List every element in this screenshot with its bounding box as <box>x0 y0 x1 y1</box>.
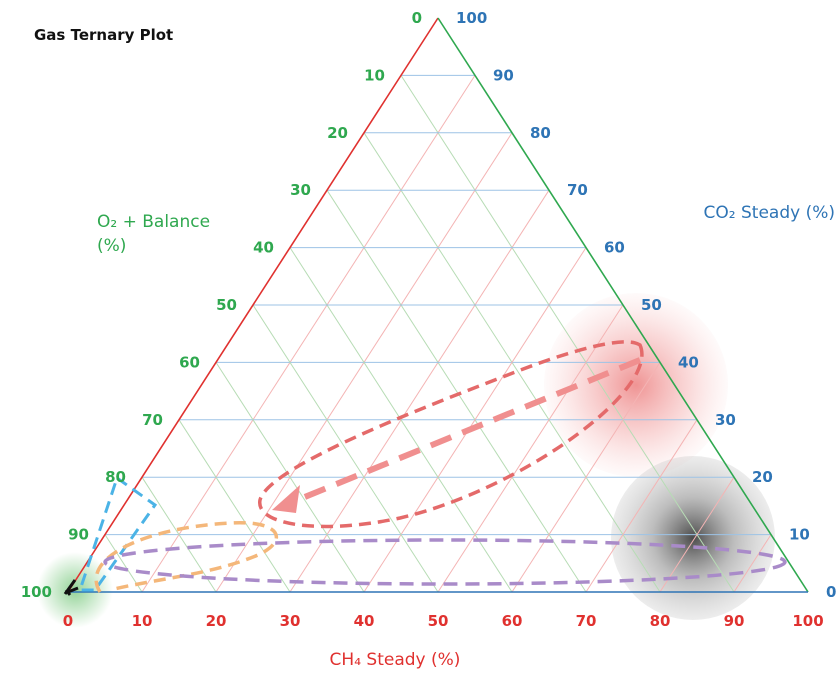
left-tick-label: 100 <box>21 583 52 601</box>
grid-line-o2 <box>400 75 735 593</box>
red-loop-outline <box>258 340 644 529</box>
right-tick-label: 50 <box>641 296 662 314</box>
bottom-tick-label: 50 <box>428 612 449 630</box>
bottom-tick-label: 70 <box>576 612 597 630</box>
grid-line-ch4 <box>659 476 735 593</box>
right-tick-label: 40 <box>678 353 699 371</box>
bottom-axis-title: CH₄ Steady (%) <box>330 650 461 670</box>
left-tick-label: 60 <box>179 353 200 371</box>
left-edge <box>67 17 439 593</box>
left-tick-label: 20 <box>327 124 348 142</box>
grid-line-ch4 <box>289 189 550 593</box>
region-outlines <box>63 340 787 596</box>
right-axis-title: CO₂ Steady (%) <box>704 203 835 223</box>
grid-line-ch4 <box>585 419 698 593</box>
right-tick-label: 10 <box>789 526 810 544</box>
right-tick-label: 30 <box>715 411 736 429</box>
grid-line-ch4 <box>437 304 624 593</box>
right-tick-label: 60 <box>604 239 625 257</box>
right-tick-label: 20 <box>752 468 773 486</box>
right-tick-label: 0 <box>826 583 836 601</box>
trend-arrow-head <box>272 485 300 513</box>
co2-region-glow <box>544 293 728 477</box>
axis-titles: CH₄ Steady (%) CO₂ Steady (%) O₂ + Balan… <box>97 203 835 670</box>
bottom-tick-label: 80 <box>650 612 671 630</box>
bottom-tick-label: 60 <box>502 612 523 630</box>
bottom-tick-label: 20 <box>206 612 227 630</box>
grid-line-ch4 <box>141 75 476 593</box>
bottom-tick-label: 40 <box>354 612 375 630</box>
ch4-region-glow <box>611 456 775 620</box>
left-tick-label: 0 <box>412 9 422 27</box>
left-axis-title-line2: (%) <box>97 236 126 256</box>
bottom-tick-label: 0 <box>63 612 73 630</box>
right-tick-label: 90 <box>493 66 514 84</box>
right-edge <box>437 17 809 593</box>
chart-title: Gas Ternary Plot <box>34 26 173 44</box>
grid-lines <box>104 74 772 593</box>
right-tick-label: 80 <box>530 124 551 142</box>
left-tick-label: 30 <box>290 181 311 199</box>
bottom-tick-label: 90 <box>724 612 745 630</box>
grid-line-o2 <box>215 362 365 593</box>
grid-line-o2 <box>326 189 587 593</box>
grid-line-ch4 <box>511 362 661 593</box>
left-tick-label: 50 <box>216 296 237 314</box>
grid-line-o2 <box>104 534 143 593</box>
trend-arrow-shaft <box>288 357 642 506</box>
left-tick-label: 10 <box>364 66 385 84</box>
bottom-tick-label: 10 <box>132 612 153 630</box>
left-axis-title-line1: O₂ + Balance <box>97 212 210 232</box>
right-tick-label: 100 <box>456 9 487 27</box>
left-tick-label: 40 <box>253 239 274 257</box>
grid-line-o2 <box>141 476 217 593</box>
grid-line-ch4 <box>733 534 772 593</box>
right-tick-label: 70 <box>567 181 588 199</box>
tick-labels: 0 10 20 30 40 50 60 70 80 90 100010203040506070809… <box>21 9 837 630</box>
bottom-tick-label: 100 <box>792 612 823 630</box>
left-tick-label: 70 <box>142 411 163 429</box>
triangle-frame <box>67 17 809 593</box>
left-tick-label: 90 <box>68 526 89 544</box>
purple-ellipse-outline <box>103 538 787 586</box>
left-tick-label: 80 <box>105 468 126 486</box>
black-sample-marks <box>63 579 79 596</box>
bottom-tick-label: 30 <box>280 612 301 630</box>
grid-line-o2 <box>252 304 439 593</box>
grid-line-o2 <box>178 419 291 593</box>
